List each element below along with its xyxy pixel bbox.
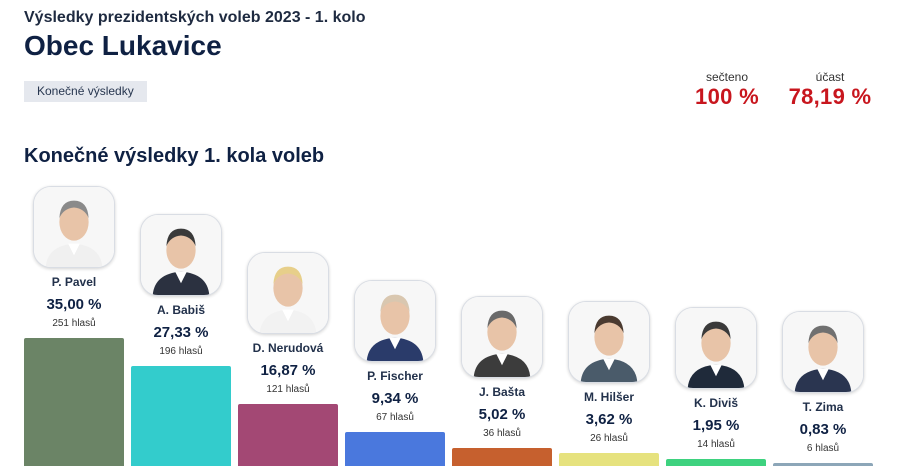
candidate-name: M. Hilšer bbox=[583, 390, 634, 404]
turnout-stat: účast 78,19 % bbox=[786, 70, 874, 110]
candidate-votes: 14 hlasů bbox=[697, 439, 735, 450]
result-bar bbox=[452, 448, 552, 466]
candidate-column: D. Nerudová 16,87 % 121 hlasů bbox=[238, 0, 338, 466]
candidate-votes: 36 hlasů bbox=[483, 428, 521, 439]
result-bar bbox=[666, 459, 766, 466]
candidate-percent: 5,02 % bbox=[478, 406, 526, 423]
candidate-name: J. Bašta bbox=[478, 385, 526, 399]
candidate-percent: 1,95 % bbox=[692, 417, 740, 434]
candidate-votes: 67 hlasů bbox=[376, 412, 414, 423]
turnout-value: 78,19 % bbox=[788, 84, 872, 109]
result-bar bbox=[24, 338, 124, 466]
candidate-percent: 27,33 % bbox=[153, 324, 209, 341]
candidate-photo bbox=[675, 307, 757, 389]
candidate-votes: 6 hlasů bbox=[806, 443, 840, 454]
candidate-votes: 251 hlasů bbox=[52, 318, 96, 329]
counted-value: 100 % bbox=[695, 84, 759, 109]
candidate-column: P. Pavel 35,00 % 251 hlasů bbox=[24, 0, 124, 466]
candidate-column: J. Bašta 5,02 % 36 hlasů bbox=[452, 0, 552, 466]
candidate-column: P. Fischer 9,34 % 67 hlasů bbox=[345, 0, 445, 466]
section-title: Konečné výsledky 1. kola voleb bbox=[24, 145, 325, 167]
candidate-name: P. Fischer bbox=[367, 369, 423, 383]
turnout-label: účast bbox=[815, 70, 845, 84]
candidate-photo bbox=[782, 311, 864, 393]
candidate-column: A. Babiš 27,33 % 196 hlasů bbox=[131, 0, 231, 466]
candidate-name: D. Nerudová bbox=[252, 341, 324, 355]
candidate-name: P. Pavel bbox=[51, 275, 97, 289]
candidate-votes: 196 hlasů bbox=[159, 346, 203, 357]
status-badge: Konečné výsledky bbox=[24, 81, 147, 102]
candidate-percent: 0,83 % bbox=[799, 421, 847, 438]
candidate-name: K. Diviš bbox=[693, 396, 738, 410]
candidate-votes: 121 hlasů bbox=[266, 384, 310, 395]
candidate-column: T. Zima 0,83 % 6 hlasů bbox=[773, 0, 873, 466]
candidate-column: M. Hilšer 3,62 % 26 hlasů bbox=[559, 0, 659, 466]
candidate-percent: 16,87 % bbox=[260, 362, 316, 379]
candidate-percent: 9,34 % bbox=[371, 390, 419, 407]
candidate-photo bbox=[568, 301, 650, 383]
candidate-photo bbox=[247, 252, 329, 334]
result-bar bbox=[238, 404, 338, 466]
candidate-photo bbox=[354, 280, 436, 362]
candidate-percent: 3,62 % bbox=[585, 411, 633, 428]
candidate-votes: 26 hlasů bbox=[590, 433, 628, 444]
candidate-column: K. Diviš 1,95 % 14 hlasů bbox=[666, 0, 766, 466]
result-bar bbox=[131, 366, 231, 466]
election-subtitle: Výsledky prezidentských voleb 2023 - 1. … bbox=[24, 9, 366, 26]
candidate-photo bbox=[33, 186, 115, 268]
candidate-name: A. Babiš bbox=[156, 303, 205, 317]
candidate-name: T. Zima bbox=[802, 400, 844, 414]
result-bar bbox=[773, 463, 873, 466]
counted-stat: sečteno 100 % bbox=[694, 70, 760, 110]
candidate-photo bbox=[461, 296, 543, 378]
result-bar bbox=[345, 432, 445, 466]
candidate-percent: 35,00 % bbox=[46, 296, 102, 313]
candidate-photo bbox=[140, 214, 222, 296]
counted-label: sečteno bbox=[705, 70, 749, 84]
result-bar bbox=[559, 453, 659, 466]
page-title: Obec Lukavice bbox=[24, 30, 222, 61]
